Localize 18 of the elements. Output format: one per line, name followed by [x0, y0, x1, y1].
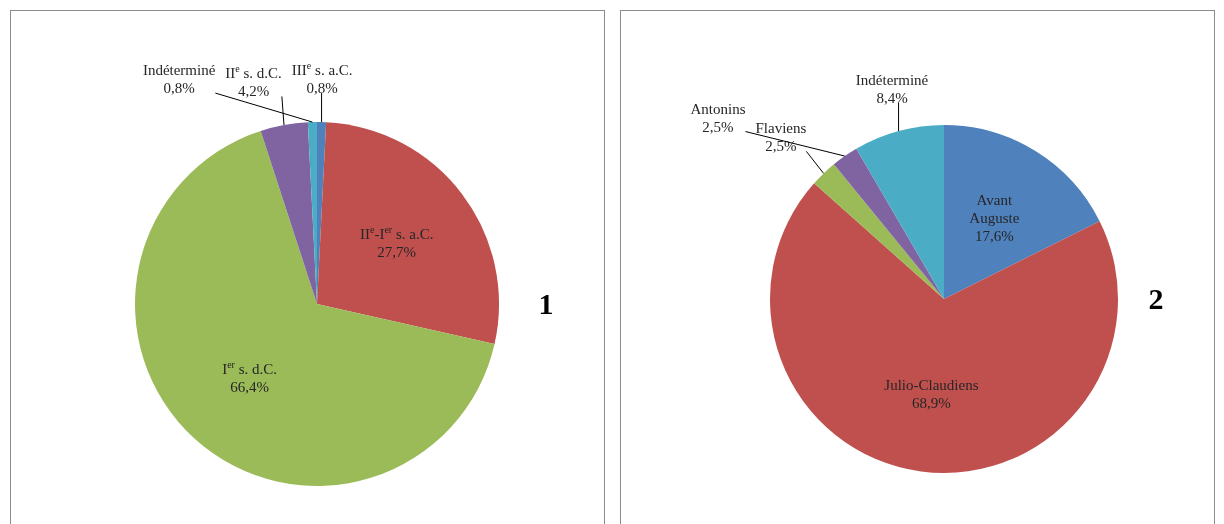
data-label: 2,5% — [765, 138, 797, 155]
data-label: 66,4% — [230, 378, 269, 395]
slice-label: Antonins — [690, 100, 746, 117]
slice-label: Julio-Claudiens — [884, 376, 979, 393]
slice-label: Flaviens — [755, 120, 807, 137]
slice-label: Avant Auguste — [969, 191, 1020, 226]
data-label: 0,8% — [306, 80, 338, 97]
data-label: 68,9% — [912, 394, 951, 411]
data-label: 2,5% — [702, 118, 734, 135]
data-label: 17,6% — [974, 227, 1014, 244]
slice-label: Indéterminé — [142, 62, 216, 79]
data-label: 4,2% — [237, 83, 270, 100]
data-label: 8,4% — [876, 89, 908, 106]
data-label: 0,8% — [163, 80, 195, 97]
data-label: 27,7% — [377, 244, 417, 261]
text: 1 — [538, 287, 554, 320]
text: 2 — [1148, 282, 1164, 315]
slice-label: Indéterminé — [855, 71, 929, 88]
